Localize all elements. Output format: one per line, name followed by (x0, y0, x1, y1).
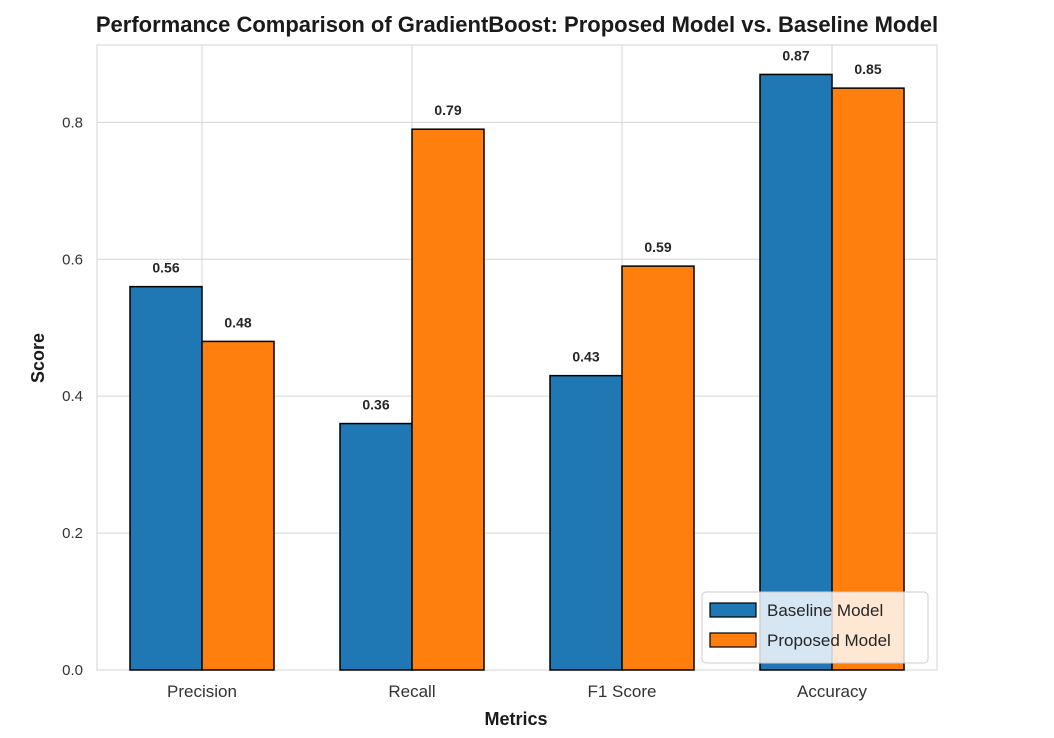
bar-baseline-model-precision (129, 285, 203, 671)
legend-label: Baseline Model (767, 601, 883, 620)
x-tick-label: Accuracy (797, 682, 867, 701)
data-label: 0.56 (152, 260, 179, 276)
legend: Baseline Model Proposed Model (701, 591, 929, 664)
data-label: 0.59 (644, 239, 671, 255)
data-label: 0.48 (224, 314, 251, 330)
bar-baseline-model-f1-score (549, 374, 623, 671)
bar-baseline-model-accuracy (759, 73, 833, 671)
bar-proposed-model-accuracy (831, 87, 905, 671)
legend-swatch (709, 602, 757, 618)
bar-baseline-model-recall (339, 422, 413, 671)
bar-proposed-model-precision (201, 340, 275, 671)
y-tick-label: 0.4 (62, 388, 83, 405)
y-axis-label: Score (28, 333, 48, 383)
bar-proposed-model-f1-score (621, 265, 695, 671)
y-tick-label: 0.2 (62, 525, 83, 542)
x-tick-label: Recall (388, 682, 435, 701)
y-tick-label: 0.6 (62, 251, 83, 268)
x-tick-label: F1 Score (588, 682, 657, 701)
legend-box (701, 591, 929, 664)
legend-label: Proposed Model (767, 631, 891, 650)
data-label: 0.43 (572, 349, 599, 365)
bars (129, 73, 905, 671)
x-tick-label: Precision (167, 682, 237, 701)
data-label: 0.87 (782, 47, 809, 63)
bar-proposed-model-recall (411, 128, 485, 671)
y-tick-label: 0.8 (62, 114, 83, 131)
data-labels: 0.56 0.36 0.43 0.87 0.48 0.79 0.59 0.85 (152, 47, 881, 412)
data-label: 0.79 (434, 102, 461, 118)
axis-ticks: 0.0 0.2 0.4 0.6 0.8 Precision Recall F1 Score Ac… (62, 114, 867, 701)
data-label: 0.36 (362, 397, 389, 413)
chart-title: Performance Comparison of GradientBoost:… (96, 12, 938, 37)
data-label: 0.85 (854, 61, 881, 77)
legend-swatch (709, 632, 757, 648)
x-axis-label: Metrics (484, 709, 547, 729)
y-tick-label: 0.0 (62, 662, 83, 679)
